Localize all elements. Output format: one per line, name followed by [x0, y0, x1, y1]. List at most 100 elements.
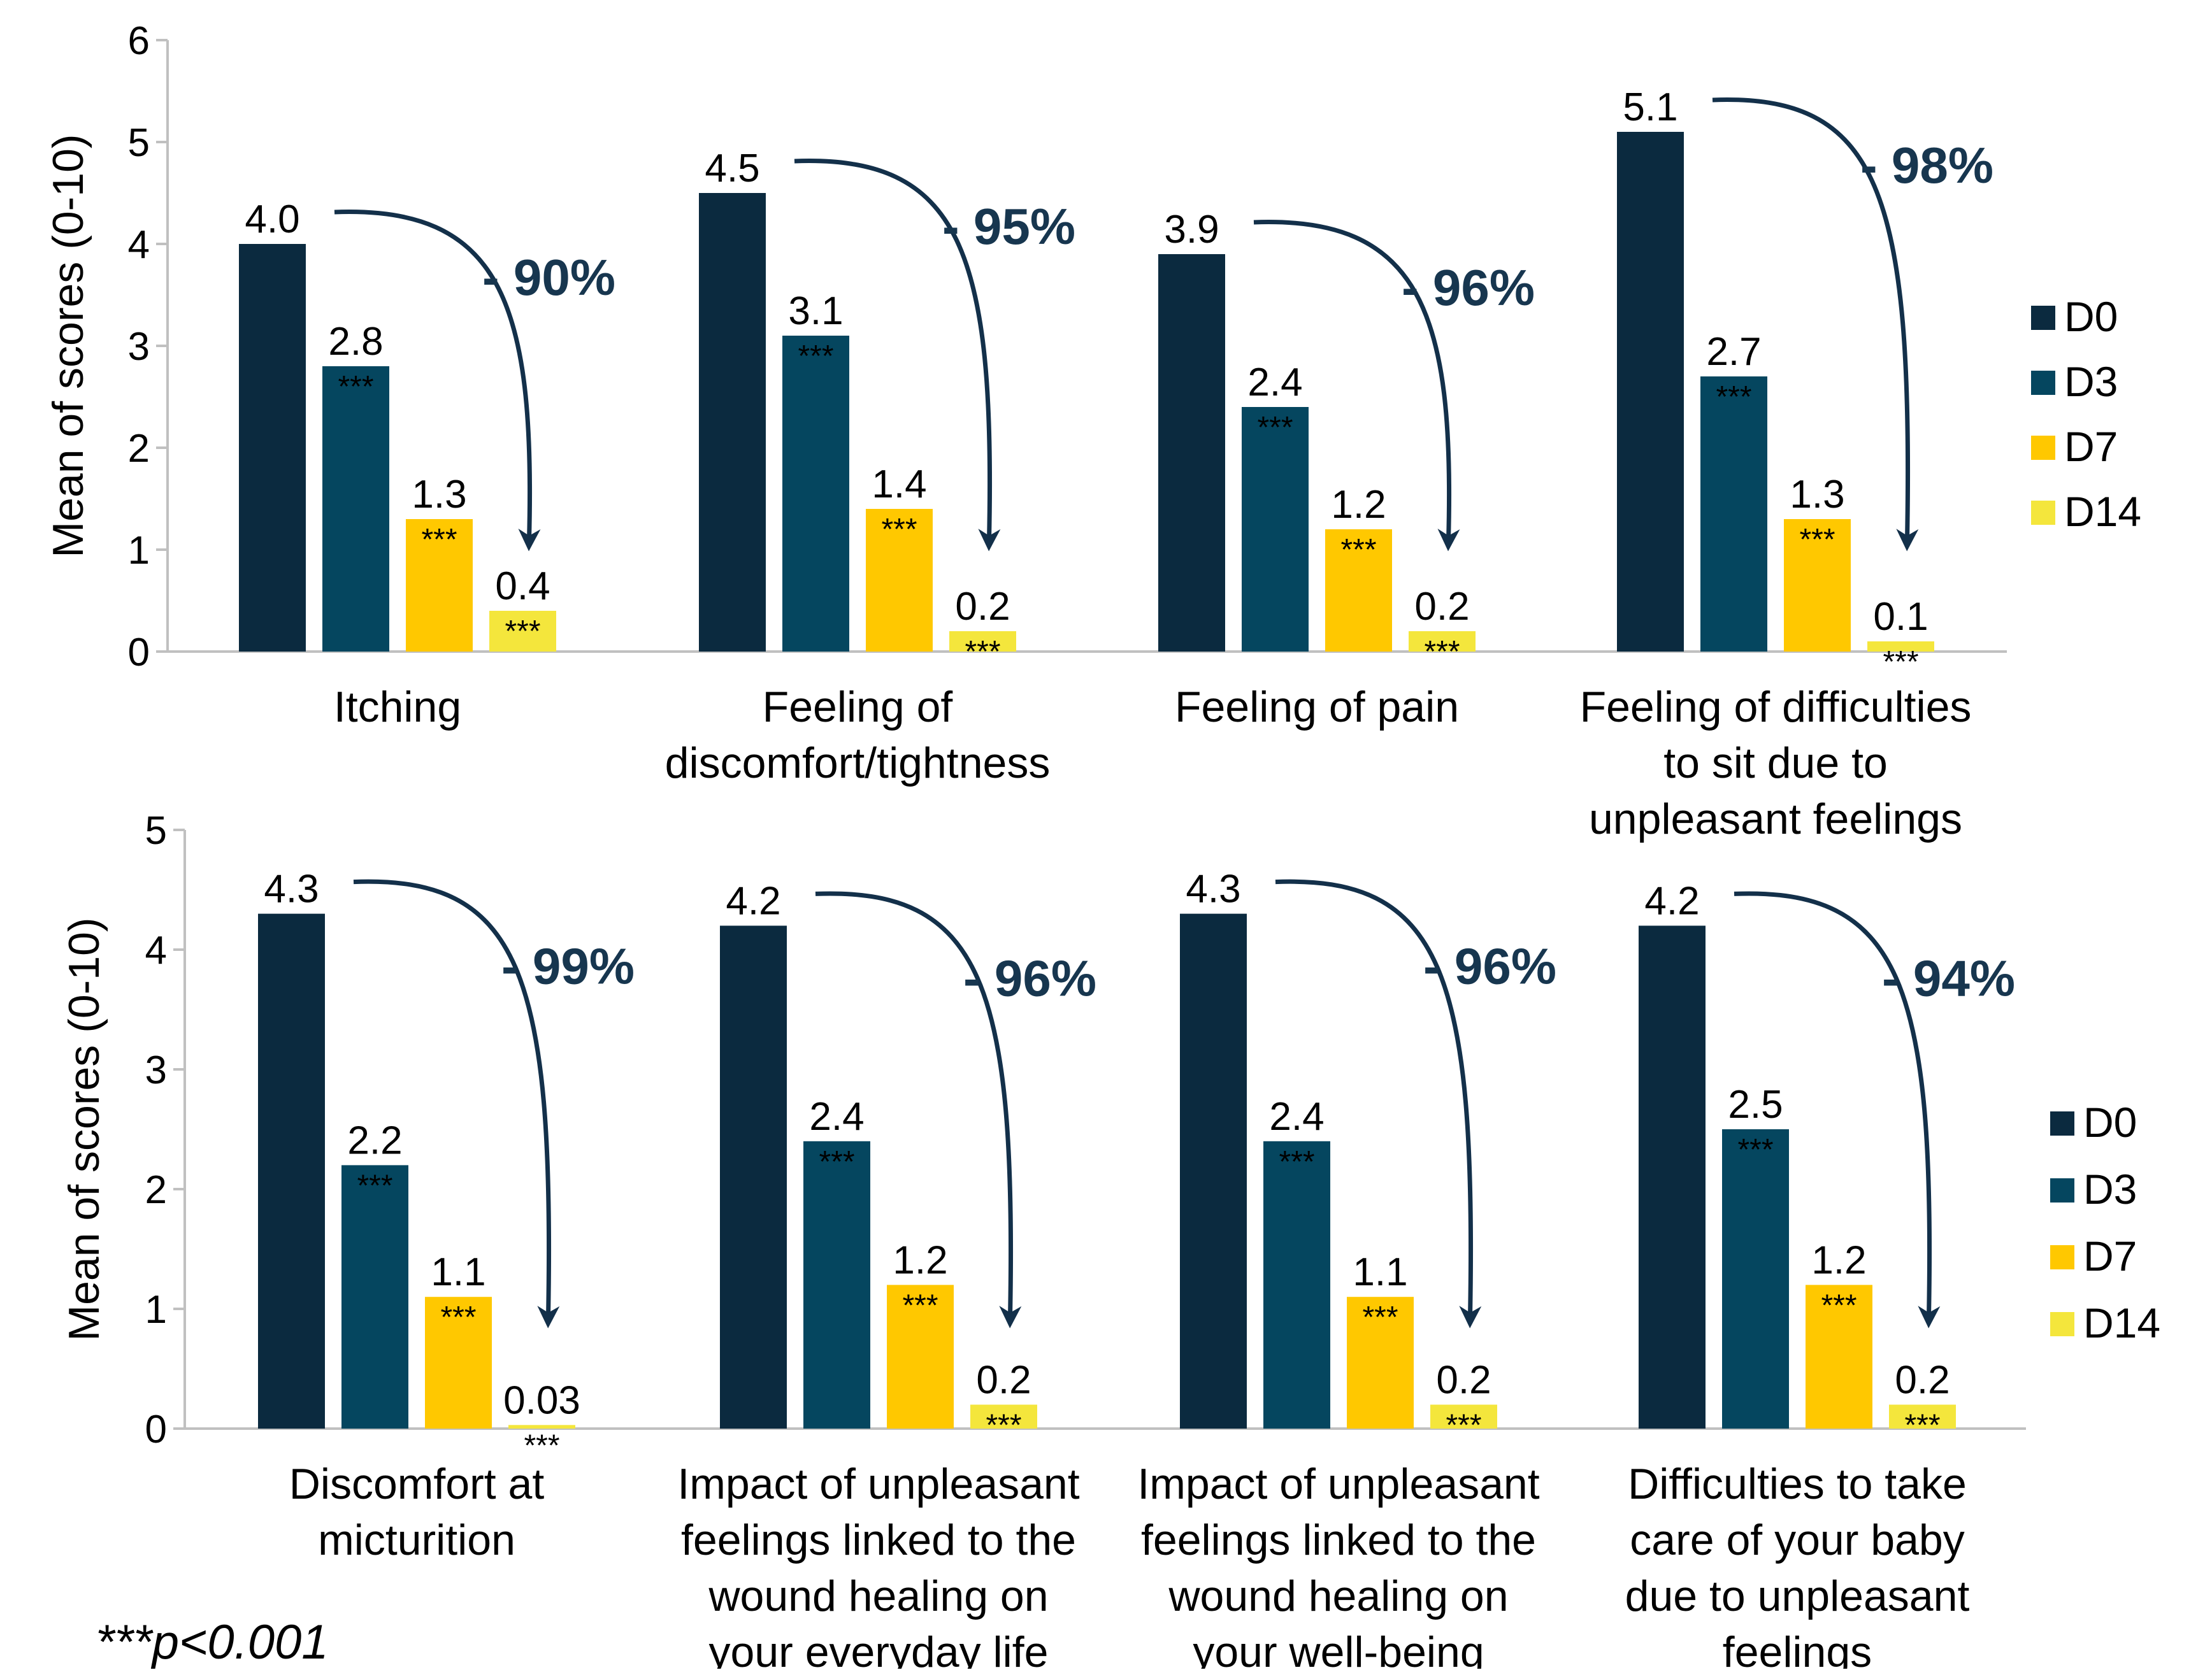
significance-marker: *** [1904, 1408, 1940, 1442]
bar-d0 [720, 925, 787, 1429]
category-label: care of your baby [1630, 1516, 1964, 1564]
legend-swatch-d0 [2050, 1111, 2074, 1136]
bar-d14 [508, 1425, 575, 1429]
data-label: 2.4 [1269, 1095, 1324, 1139]
legend-label: D7 [2083, 1232, 2137, 1280]
significance-marker: *** [1279, 1145, 1314, 1179]
bar-d3 [1700, 376, 1767, 652]
y-tick-label: 1 [145, 1288, 167, 1332]
significance-marker: *** [1340, 533, 1376, 567]
bar-group: 4.3 2.2 *** 1.1 *** 0.03 *** - 99% Discomfort at… [258, 867, 635, 1564]
category-label: to sit due to [1663, 739, 1888, 787]
significance-marker: *** [357, 1169, 392, 1203]
significance-marker: *** [1883, 645, 1918, 679]
significance-marker: *** [986, 1408, 1021, 1442]
data-label: 2.4 [809, 1095, 864, 1139]
legend-label: D3 [2064, 358, 2118, 405]
data-label: 0.2 [976, 1358, 1031, 1402]
legend-swatch-d7 [2050, 1245, 2074, 1269]
legend-swatch-d0 [2031, 306, 2055, 330]
bar-d0 [239, 244, 306, 652]
bar-d7 [887, 1285, 954, 1429]
data-label: 4.3 [1186, 867, 1240, 911]
data-label: 1.2 [893, 1238, 947, 1282]
significance-marker: *** [1446, 1408, 1481, 1442]
y-tick-label: 3 [145, 1048, 167, 1092]
legend-label: D0 [2083, 1099, 2137, 1146]
data-label: 4.0 [245, 197, 299, 241]
significance-marker: *** [1716, 380, 1751, 414]
data-label: 0.2 [955, 585, 1010, 629]
bar-d14 [949, 631, 1016, 652]
y-tick-label: 0 [128, 631, 150, 674]
legend-swatch-d3 [2031, 371, 2055, 395]
category-label: wound healing on [1168, 1572, 1508, 1620]
bar-d14 [970, 1404, 1037, 1429]
bar-group: 4.5 3.1 *** 1.4 *** 0.2 *** - 95% Feeling of disc… [665, 146, 1075, 787]
legend: D0 D3 D7 D14 [2031, 293, 2141, 535]
legend-swatch-d7 [2031, 436, 2055, 460]
reduction-percentage: - 94% [1882, 950, 2015, 1006]
significance-marker: *** [1821, 1288, 1856, 1322]
significance-marker: *** [1737, 1133, 1773, 1167]
data-label: 3.1 [788, 289, 843, 333]
y-tick-label: 2 [145, 1168, 167, 1212]
y-tick-label: 6 [128, 19, 150, 63]
data-label: 5.1 [1623, 85, 1677, 129]
bar-d7 [1806, 1285, 1872, 1429]
bar-d3 [1722, 1129, 1789, 1429]
bar-d7 [1784, 519, 1851, 652]
reduction-arrow [334, 210, 541, 552]
y-tick-label: 5 [128, 121, 150, 165]
legend-swatch-d14 [2050, 1312, 2074, 1336]
significance-marker: *** [524, 1429, 559, 1462]
y-tick-label: 1 [128, 529, 150, 573]
category-label: Itching [334, 683, 461, 731]
bar-d3 [782, 336, 849, 652]
reduction-percentage: - 99% [501, 938, 635, 995]
data-label: 0.1 [1873, 595, 1928, 639]
reduction-percentage: - 95% [942, 198, 1075, 255]
data-label: 4.2 [1644, 879, 1699, 923]
category-label: Feeling of difficulties [1580, 683, 1972, 731]
legend-swatch-d14 [2031, 501, 2055, 525]
bar-d0 [699, 193, 766, 652]
bar-d7 [1325, 529, 1392, 652]
bar-d7 [406, 519, 473, 652]
y-tick-label: 5 [145, 809, 167, 853]
data-label: 0.03 [503, 1378, 580, 1422]
bar-d7 [1347, 1297, 1414, 1429]
y-tick-label: 3 [128, 325, 150, 369]
significance-footnote: ***p<0.001 [96, 1615, 329, 1669]
reduction-arrow [1712, 97, 1919, 552]
significance-marker: *** [1257, 411, 1293, 445]
significance-marker: *** [505, 615, 540, 648]
legend-swatch-d3 [2050, 1178, 2074, 1203]
category-label: Feeling of [763, 683, 953, 731]
significance-marker: *** [881, 513, 917, 546]
bar-d0 [1158, 254, 1225, 652]
reduction-arrow [1734, 891, 1941, 1329]
bar-d14 [1889, 1404, 1956, 1429]
data-label: 1.1 [1353, 1250, 1407, 1294]
data-label: 0.2 [1895, 1358, 1950, 1402]
reduction-arrow [353, 879, 560, 1329]
category-label: discomfort/tightness [665, 739, 1051, 787]
bar-group: 4.3 2.4 *** 1.1 *** 0.2 *** - 96% Impact of unpl… [1137, 867, 1556, 1669]
data-label: 4.2 [726, 879, 780, 923]
category-label: Difficulties to take [1628, 1460, 1967, 1508]
significance-marker: *** [902, 1288, 938, 1322]
data-label: 4.5 [705, 146, 759, 190]
category-label: micturition [318, 1516, 515, 1564]
data-label: 1.4 [872, 462, 926, 506]
bar-group: 4.2 2.5 *** 1.2 *** 0.2 *** - 94% Difficulties t… [1625, 879, 2015, 1669]
category-label: Impact of unpleasant [1137, 1460, 1539, 1508]
bar-d3 [803, 1141, 870, 1429]
significance-marker: *** [421, 523, 457, 557]
reduction-arrow [1275, 879, 1482, 1329]
legend-label: D3 [2083, 1166, 2137, 1213]
y-tick-label: 4 [128, 223, 150, 267]
data-label: 4.3 [264, 867, 319, 911]
significance-marker: *** [1424, 635, 1460, 669]
